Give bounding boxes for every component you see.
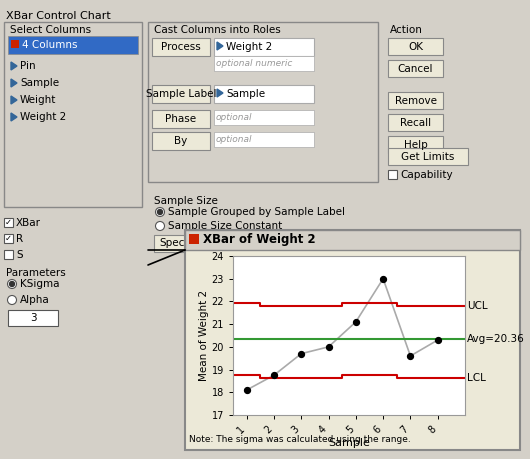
Text: Sample Grouped by Sample Label: Sample Grouped by Sample Label [168, 207, 345, 217]
Text: XBar Control Chart: XBar Control Chart [6, 11, 111, 21]
Text: Cast Columns into Roles: Cast Columns into Roles [154, 25, 281, 35]
Text: Cancel: Cancel [398, 63, 433, 73]
Text: Weight: Weight [20, 95, 56, 105]
Text: Remove: Remove [394, 95, 437, 106]
Bar [4, 22, 142, 207]
Bar [388, 114, 443, 131]
Point [242, 386, 251, 394]
Bar [388, 92, 443, 109]
Point [297, 350, 305, 358]
Bar [189, 234, 199, 244]
Point [379, 275, 387, 282]
Text: Select Columns: Select Columns [10, 25, 91, 35]
Text: Weight 2: Weight 2 [226, 42, 272, 52]
Bar [152, 110, 210, 128]
Bar [214, 85, 314, 103]
Text: Pin: Pin [20, 61, 36, 71]
Bar [152, 132, 210, 150]
Bar [388, 136, 443, 153]
Text: Sample Size: Sample Size [154, 196, 218, 206]
Text: optional: optional [216, 112, 252, 122]
Text: S: S [16, 250, 23, 259]
Circle shape [155, 207, 164, 217]
Text: OK: OK [408, 41, 423, 51]
Bar [185, 230, 520, 450]
Text: Sample Size Constant: Sample Size Constant [168, 221, 282, 231]
Text: ✓: ✓ [5, 218, 12, 227]
Text: ✓: ✓ [5, 234, 12, 243]
Text: 4 Columns: 4 Columns [22, 40, 77, 50]
Point [270, 372, 278, 379]
Circle shape [7, 280, 16, 289]
Polygon shape [217, 89, 223, 97]
Circle shape [157, 209, 163, 214]
Text: Phase: Phase [165, 114, 197, 124]
Bar [185, 230, 520, 250]
Text: Weight 2: Weight 2 [20, 112, 66, 122]
Text: XBar: XBar [16, 218, 41, 228]
Polygon shape [11, 113, 17, 121]
Bar [11, 40, 19, 48]
Text: R: R [16, 234, 23, 244]
Bar [152, 85, 210, 103]
Circle shape [7, 296, 16, 304]
Bar [4, 218, 13, 227]
Text: Help: Help [404, 140, 427, 150]
Text: Capability: Capability [400, 170, 453, 180]
Text: Specify: Specify [159, 239, 197, 248]
Circle shape [10, 281, 14, 286]
Bar [8, 36, 138, 54]
Circle shape [155, 222, 164, 230]
Bar [154, 235, 202, 252]
Bar [214, 132, 314, 147]
Text: UCL: UCL [467, 302, 488, 311]
Bar [148, 22, 378, 182]
Text: Process: Process [161, 42, 201, 52]
Bar [388, 170, 397, 179]
Text: KSigma: KSigma [20, 279, 59, 289]
X-axis label: Sample: Sample [328, 438, 370, 448]
Text: optional numeric: optional numeric [216, 58, 293, 67]
Text: Sample Label: Sample Label [146, 89, 216, 99]
Polygon shape [11, 79, 17, 87]
Bar [388, 60, 443, 77]
Text: optional: optional [216, 134, 252, 144]
Text: Sample: Sample [226, 89, 265, 99]
Bar [152, 38, 210, 56]
Bar [8, 310, 58, 326]
Bar [388, 148, 468, 165]
Bar [4, 234, 13, 243]
Y-axis label: Mean of Weight 2: Mean of Weight 2 [199, 290, 209, 381]
Text: Sample: Sample [20, 78, 59, 88]
Text: Note: The sigma was calculated using the range.: Note: The sigma was calculated using the… [189, 435, 411, 444]
Bar [214, 110, 314, 125]
Text: Parameters: Parameters [6, 268, 66, 278]
Point [324, 343, 333, 351]
Text: Action: Action [390, 25, 423, 35]
Text: Alpha: Alpha [20, 295, 50, 305]
Bar [214, 38, 314, 56]
Polygon shape [217, 42, 223, 50]
Text: Get Limits: Get Limits [401, 151, 455, 162]
Bar [4, 250, 13, 259]
Point [351, 318, 360, 325]
Point [406, 352, 414, 359]
Text: Avg=20.36: Avg=20.36 [467, 334, 525, 344]
Polygon shape [11, 96, 17, 104]
Text: Recall: Recall [400, 118, 431, 128]
Polygon shape [11, 62, 17, 70]
Text: XBar of Weight 2: XBar of Weight 2 [203, 234, 316, 246]
Bar [214, 56, 314, 71]
Text: LCL: LCL [467, 373, 486, 383]
Bar [388, 38, 443, 55]
Text: By: By [174, 136, 188, 146]
Point [434, 336, 442, 344]
Text: 3: 3 [30, 313, 37, 323]
